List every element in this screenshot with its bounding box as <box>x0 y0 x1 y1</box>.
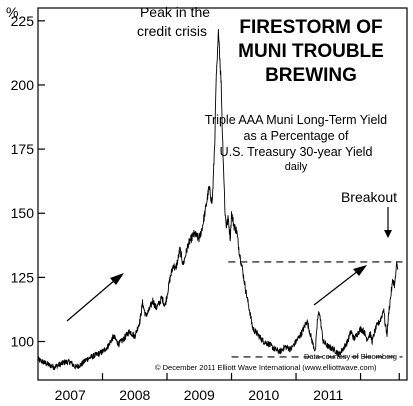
annotation-peak-line-1: Peak in the <box>140 4 210 20</box>
series-layer <box>37 28 399 371</box>
trend-arrow-right-shaft <box>313 270 359 306</box>
trend-arrow-left-shaft <box>66 279 116 322</box>
trend-arrow-left-head <box>110 273 124 285</box>
x-tick-label-2008: 2008 <box>119 387 150 403</box>
y-tick-label-200: 200 <box>11 77 35 93</box>
chart-title-line-3: BREWING <box>265 65 357 86</box>
y-tick-label-150: 150 <box>11 205 35 221</box>
subtitle-line-1: Triple AAA Muni Long-Term Yield <box>205 113 387 127</box>
subtitle-line-4: daily <box>285 161 308 173</box>
subtitle-line-3: U.S. Treasury 30-year Yield <box>220 145 373 159</box>
credit-line-1: Data courtesy of Bloomberg <box>304 352 397 361</box>
x-tick-label-2009: 2009 <box>184 387 215 403</box>
plot-frame <box>37 7 408 381</box>
x-tick-label-2011: 2011 <box>313 387 343 403</box>
y-tick-label-175: 175 <box>11 141 35 157</box>
subtitle-line-2: as a Percentage of <box>244 129 349 143</box>
series-line-0 <box>37 28 399 371</box>
y-tick-label-125: 125 <box>11 269 35 285</box>
annotation-peak-line-2: credit crisis <box>137 23 207 39</box>
annotation-breakout: Breakout <box>341 189 397 205</box>
credit-line-2: © December 2011 Elliott Wave Internation… <box>155 363 377 372</box>
x-tick-label-2010: 2010 <box>248 387 279 403</box>
chart-title-line-2: MUNI TROUBLE <box>238 41 384 62</box>
y-axis-label: % <box>6 4 18 20</box>
y-ticks: 100 125 150 175 200 225 <box>11 13 45 350</box>
trend-arrow-right-head <box>353 265 367 276</box>
y-tick-label-100: 100 <box>11 334 35 350</box>
reference-lines <box>228 261 403 358</box>
y-tick-label-225: 225 <box>11 13 35 29</box>
breakout-arrow-head <box>384 230 392 238</box>
chart-title-line-1: FIRESTORM OF <box>239 17 382 38</box>
x-tick-label-2007: 2007 <box>55 387 86 403</box>
x-ticks: 2007 2008 2009 2010 2011 <box>55 373 400 403</box>
